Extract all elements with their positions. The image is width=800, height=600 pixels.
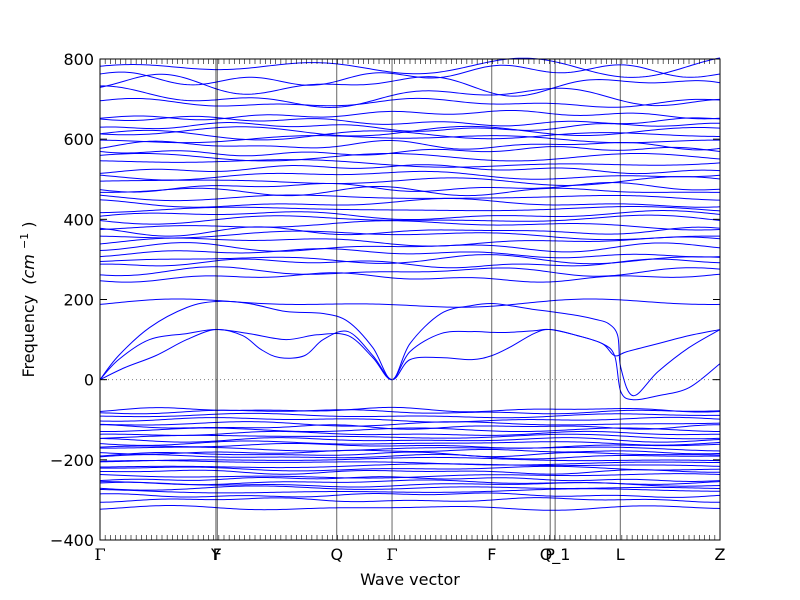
optical-band-25: [99, 135, 721, 144]
x-tick-label-5: F: [487, 545, 496, 564]
optical-band-11: [99, 214, 721, 225]
negative-band-28: [99, 497, 721, 503]
negative-band-14: [99, 451, 721, 458]
optical-band-31: [99, 97, 721, 108]
y-tick-label-3: 200: [63, 291, 94, 310]
optical-band-4: [99, 254, 721, 265]
negative-band-11: [99, 442, 721, 449]
optical-band-6: [99, 242, 721, 253]
y-axis-label: Frequency (cm −1 ): [13, 221, 38, 377]
optical-band-32: [99, 85, 721, 108]
negative-band-29: [99, 505, 721, 511]
negative-band-10: [99, 440, 721, 446]
optical-band-1: [99, 272, 721, 283]
negative-band-12: [99, 446, 721, 452]
optical-band-23: [99, 146, 721, 157]
optical-band-18: [99, 176, 721, 186]
negative-band-1: [99, 409, 721, 415]
x-tick-label-7: Q_1: [540, 545, 571, 565]
optical-band-29: [99, 115, 721, 127]
optical-band-24: [99, 139, 721, 151]
y-axis-label-unit-close: ): [19, 221, 38, 227]
optical-band-10: [99, 220, 721, 231]
negative-band-6: [99, 427, 721, 433]
negative-band-27: [99, 492, 721, 498]
negative-band-13: [99, 448, 721, 455]
y-tick-label-4: 400: [63, 210, 94, 229]
negative-band-3: [99, 416, 721, 423]
x-tick-label-2: F: [213, 545, 222, 564]
optical-band-26: [99, 129, 721, 141]
optical-band-12: [99, 210, 721, 221]
y-axis-label-unit-sup: −1: [18, 233, 31, 249]
negative-band-19: [99, 465, 721, 472]
x-tick-label-6: P: [545, 545, 555, 564]
optical-band-16: [100, 185, 721, 197]
optical-band-20: [99, 164, 721, 175]
negative-band-17: [99, 460, 721, 466]
y-tick-label-0: −400: [50, 531, 94, 550]
negative-band-8: [99, 433, 721, 440]
k-point-separators: [215, 59, 621, 540]
acoustic-branch-2: [99, 328, 721, 381]
optical-band-34: [99, 64, 721, 86]
x-tick-label-4: Γ: [386, 545, 397, 564]
negative-band-9: [99, 437, 721, 443]
y-axis-label-text: Frequency: [19, 295, 38, 378]
optical-band-21: [99, 159, 721, 168]
acoustic-branch-0: [99, 300, 721, 397]
optical-band-17: [99, 182, 721, 193]
optical-band-7: [99, 236, 721, 247]
y-tick-label-2: 0: [84, 371, 94, 390]
negative-band-16: [99, 456, 721, 463]
y-axis-ticks: −400 −200 0 200 400 600 800: [50, 50, 720, 550]
negative-band-18: [99, 463, 721, 469]
optical-band-8: [99, 230, 721, 241]
y-tick-label-6: 800: [63, 50, 94, 69]
x-tick-label-1: Y: [210, 545, 221, 564]
optical-band-5: [99, 248, 721, 259]
optical-band-35: [99, 57, 721, 78]
optical-band-19: [99, 170, 721, 181]
optical-band-3: [99, 258, 721, 269]
x-tick-label-3: Q: [331, 545, 344, 564]
optical-band-14: [99, 197, 721, 208]
negative-band-20: [99, 469, 720, 475]
x-tick-label-9: Z: [715, 545, 726, 564]
negative-band-4: [99, 421, 721, 427]
negative-band-2: [99, 412, 721, 419]
x-tick-label-8: L: [616, 545, 625, 564]
optical-band-2: [99, 266, 721, 277]
band-lines: [99, 57, 721, 511]
negative-band-7: [99, 430, 721, 436]
negative-band-24: [99, 481, 721, 488]
negative-band-22: [99, 476, 721, 482]
optical-band-0: [99, 298, 721, 308]
y-axis-label-unit: (cm: [19, 254, 38, 285]
x-axis-label: Wave vector: [360, 570, 460, 589]
optical-band-30: [99, 109, 721, 121]
negative-band-0: [99, 406, 721, 413]
optical-band-13: [99, 206, 721, 214]
optical-band-22: [99, 152, 721, 162]
optical-band-15: [99, 194, 721, 202]
negative-band-15: [99, 453, 721, 460]
y-tick-label-5: 600: [63, 130, 94, 149]
negative-band-26: [99, 488, 721, 494]
y-tick-label-1: −200: [50, 451, 94, 470]
x-axis-ticks: Γ YF Q Γ F PQ_1 L Z: [94, 59, 726, 565]
optical-band-9: [99, 226, 721, 237]
x-tick-label-0: Γ: [94, 545, 105, 564]
negative-band-25: [99, 485, 721, 491]
